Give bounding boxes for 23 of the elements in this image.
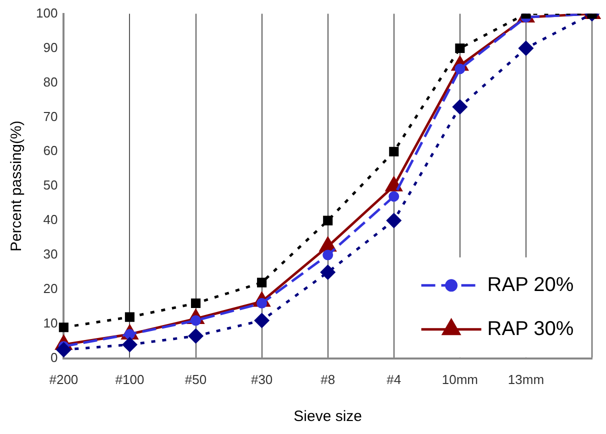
legend-label: RAP 30% [487, 318, 574, 340]
x-axis-title: Sieve size [294, 408, 362, 426]
y-tick-label: 70 [43, 108, 58, 124]
y-axis-title: Percent passing(%) [8, 120, 26, 252]
y-tick-label: 10 [43, 316, 58, 331]
y-tick-label: 60 [43, 143, 58, 158]
x-tick-label: 13mm [508, 372, 544, 387]
y-tick-label: 50 [43, 178, 58, 193]
legend-label: RAP 20% [487, 274, 574, 296]
x-tick-label: #50 [184, 372, 207, 387]
y-tick-label: 40 [43, 212, 58, 228]
y-tick-label: 0 [50, 350, 58, 365]
y-tick-label: 30 [43, 246, 58, 262]
y-tick-label: 100 [36, 5, 58, 20]
x-tick-label: #100 [115, 372, 144, 387]
x-tick-label: #30 [250, 372, 273, 387]
x-tick-label: 10mm [442, 372, 478, 387]
x-tick-label: #8 [320, 372, 336, 387]
x-tick-label: #200 [49, 372, 78, 387]
y-tick-label: 90 [43, 40, 58, 55]
y-tick-label: 20 [43, 281, 58, 296]
x-tick-label: #4 [386, 372, 402, 387]
y-tick-label: 80 [43, 74, 58, 90]
